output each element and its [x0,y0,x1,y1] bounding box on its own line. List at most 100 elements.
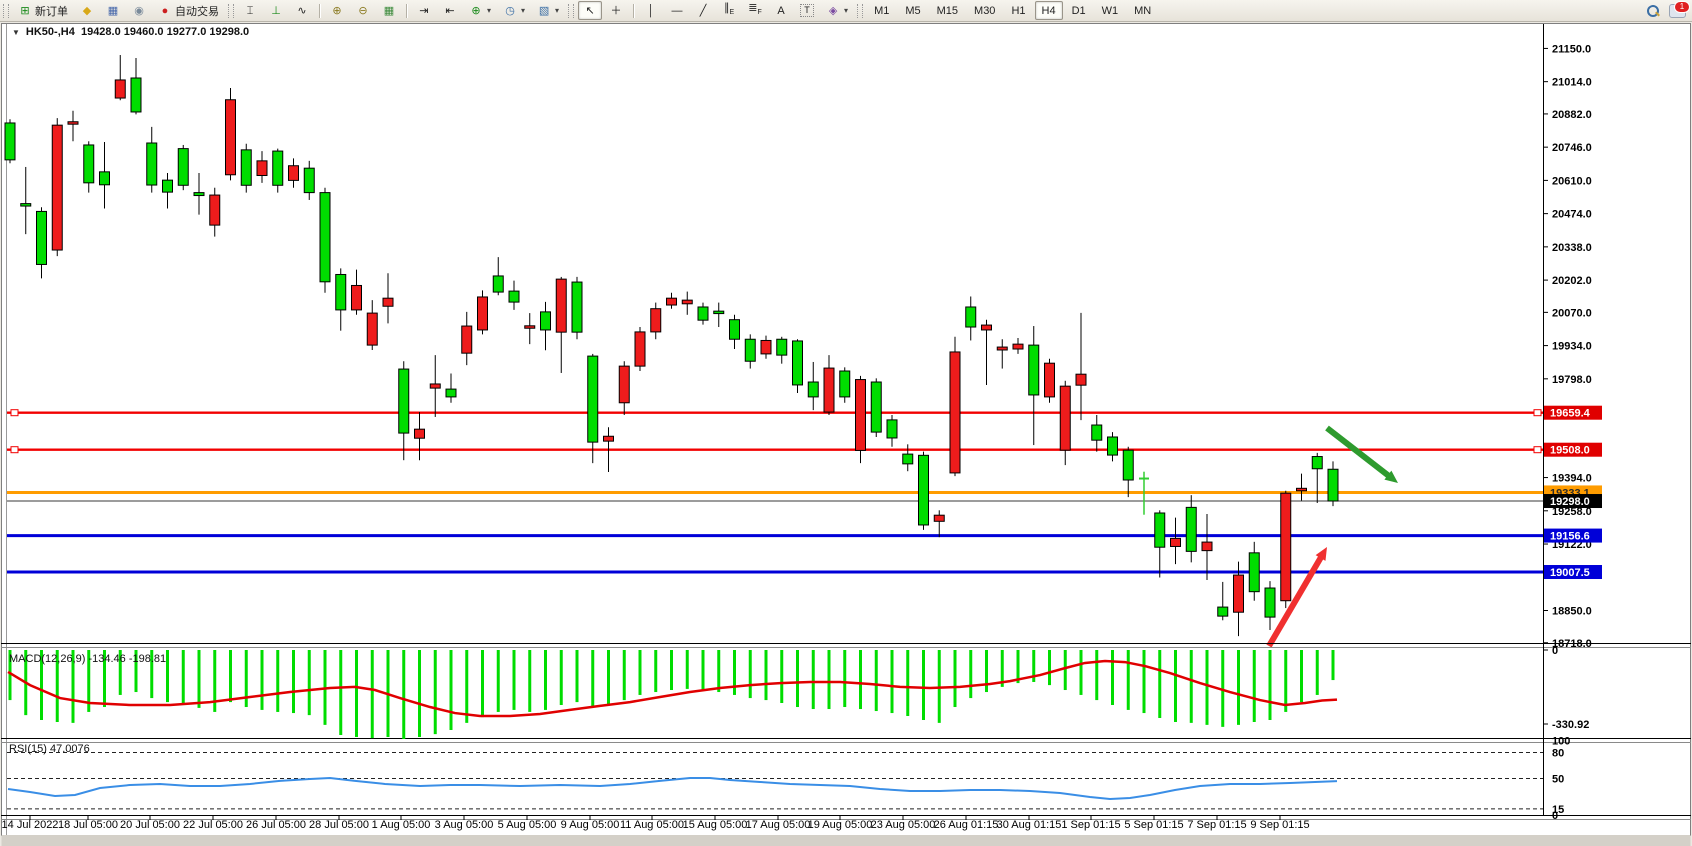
time-axis-label[interactable]: 9 Aug 05:00 [561,819,620,831]
zoom-out-button[interactable]: ⊖ [351,1,375,20]
rsi-axis-label[interactable]: 50 [1552,774,1564,786]
price-tick-label[interactable]: 18718.0 [1552,638,1592,650]
time-axis-label[interactable]: 5 Sep 01:15 [1124,819,1183,831]
toolbar-grip3[interactable] [568,3,575,18]
zoom-in-button[interactable]: ⊕ [325,1,349,20]
collapse-icon[interactable]: ▼ [12,28,20,37]
chart-window-button[interactable]: ▦ [101,1,125,20]
rsi-axis-label[interactable]: 0 [1552,810,1558,822]
price-chart-svg[interactable]: 21150.0 21014.0 20882.0 20746.0 20610.0 20474… [0,22,1692,846]
timeframe-m5[interactable]: M5 [905,4,921,17]
text-button[interactable]: A [769,1,793,20]
price-tick-label[interactable]: 21150.0 [1552,43,1591,55]
rsi-axis-label[interactable]: 100 [1552,735,1570,747]
cursor-button[interactable]: ↖ [578,1,603,20]
timeframe-m1[interactable]: M1 [874,4,890,17]
green-down-arrow[interactable] [1325,425,1394,481]
chevron-down-icon: ▾ [487,6,492,15]
auto-scroll-button[interactable]: ⇥ [412,1,436,20]
quotes-button[interactable]: ◆ [75,1,99,20]
price-tick-label[interactable]: 19798.0 [1552,374,1592,386]
bar-chart-button[interactable]: ⌶ [238,1,262,20]
timeframe-w1[interactable]: W1 [1101,4,1119,17]
time-axis-label[interactable]: 28 Jul 05:00 [309,819,369,831]
timeframe-mn[interactable]: MN [1134,4,1152,17]
signal-button[interactable]: ◉ [127,1,151,20]
indicators-button[interactable]: ⊕ ▾ [464,1,496,20]
price-tick-label[interactable]: 20882.0 [1552,109,1592,121]
tile-windows-button[interactable]: ▦ [377,1,401,20]
channel-button[interactable]: ∥E [717,1,741,20]
price-tick-label[interactable]: 20202.0 [1552,275,1592,287]
timeframe-h4[interactable]: H4 [1034,1,1063,20]
periods-icon: ◷ [505,4,515,17]
candle [492,275,504,293]
time-axis-label[interactable]: 14 Jul 2022 [2,819,59,831]
timeframe-m15[interactable]: M15 [936,4,959,17]
time-axis-label[interactable]: 1 Sep 01:15 [1061,819,1120,831]
new-order-button[interactable]: ⊞ 新订单 [13,1,73,20]
templates-button[interactable]: ▧ ▾ [532,1,564,20]
timeframe-h1[interactable]: H1 [1011,4,1026,17]
toolbar-grip4[interactable] [857,3,864,18]
price-tick-label[interactable]: 20610.0 [1552,175,1592,187]
shapes-button[interactable]: ◈ ▾ [821,1,853,20]
candlestick-button[interactable]: ⊥ [264,1,288,20]
fibonacci-button[interactable]: ≣F [743,1,767,20]
price-tick-label[interactable]: 20474.0 [1552,209,1592,221]
notification-icon[interactable]: 1 [1669,0,1690,18]
time-axis-label[interactable]: 11 Aug 05:00 [620,819,684,831]
time-axis-label[interactable]: 5 Aug 05:00 [498,819,557,831]
price-tick-label[interactable]: 20338.0 [1552,242,1592,254]
time-axis-label[interactable]: 19 Aug 05:00 [808,819,873,831]
price-tick-label[interactable]: 18850.0 [1552,606,1592,618]
price-tick-label[interactable]: 21014.0 [1552,77,1592,89]
crosshair-button[interactable]: ＋ [604,1,628,20]
red-up-arrow[interactable] [1266,552,1326,648]
price-tick-label[interactable]: 19394.0 [1552,473,1592,485]
time-axis-label[interactable]: 26 Aug 01:15 [934,819,999,831]
toolbar-grip[interactable] [3,3,9,18]
timeframe-m30[interactable]: M30 [974,4,996,17]
macd-axis-label[interactable]: 0 [1552,645,1558,657]
macd-axis-label[interactable]: -330.92 [1552,719,1589,731]
tile-windows-icon: ▦ [383,4,395,17]
time-axis-label[interactable]: 7 Sep 01:15 [1187,819,1246,831]
vertical-line-button[interactable]: │ [639,1,663,20]
price-tick-label[interactable]: 19934.0 [1552,341,1592,353]
time-axis-label[interactable]: 1 Aug 05:00 [372,819,431,831]
trendline-button[interactable]: ╱ [691,1,715,20]
line-handle[interactable] [10,409,19,417]
timeframe-d1[interactable]: D1 [1071,4,1086,17]
price-tick-label[interactable]: 19258.0 [1552,506,1592,518]
chart-area[interactable]: 21150.0 21014.0 20882.0 20746.0 20610.0 20474… [0,22,1692,846]
line-chart-button[interactable]: ∿ [290,1,314,20]
time-axis-label[interactable]: 23 Aug 05:00 [871,819,936,831]
time-axis-label[interactable]: 9 Sep 01:15 [1250,819,1309,831]
periods-button[interactable]: ◷ ▾ [498,1,530,20]
horizontal-line-button[interactable]: — [665,1,689,20]
line-handle[interactable] [1533,446,1542,454]
autotrade-button[interactable]: ● 自动交易 [153,1,224,20]
toolbar-grip2[interactable] [228,3,234,18]
price-tick-label[interactable]: 20746.0 [1552,142,1592,154]
label-button[interactable]: T [795,1,819,20]
chart-shift-button[interactable]: ⇤ [438,1,462,20]
candle [524,325,536,329]
search-icon[interactable] [1647,4,1660,17]
price-tick-label[interactable]: 20070.0 [1552,307,1592,319]
time-axis-label[interactable]: 3 Aug 05:00 [435,819,494,831]
candle [839,370,851,398]
candle [870,381,882,433]
time-axis-label[interactable]: 22 Jul 05:00 [183,819,243,831]
time-axis-label[interactable]: 18 Jul 05:00 [58,819,118,831]
time-axis-label[interactable]: 15 Aug 05:00 [683,819,748,831]
time-axis-label[interactable]: 17 Aug 05:00 [746,819,811,831]
time-axis-label[interactable]: 26 Jul 05:00 [246,819,306,831]
time-axis-label[interactable]: 20 Jul 05:00 [120,819,180,831]
time-axis-label[interactable]: 30 Aug 01:15 [997,819,1062,831]
rsi-axis-label[interactable]: 15 [1552,804,1564,816]
line-handle[interactable] [10,446,19,454]
line-handle[interactable] [1533,409,1542,417]
rsi-axis-label[interactable]: 80 [1552,747,1564,759]
